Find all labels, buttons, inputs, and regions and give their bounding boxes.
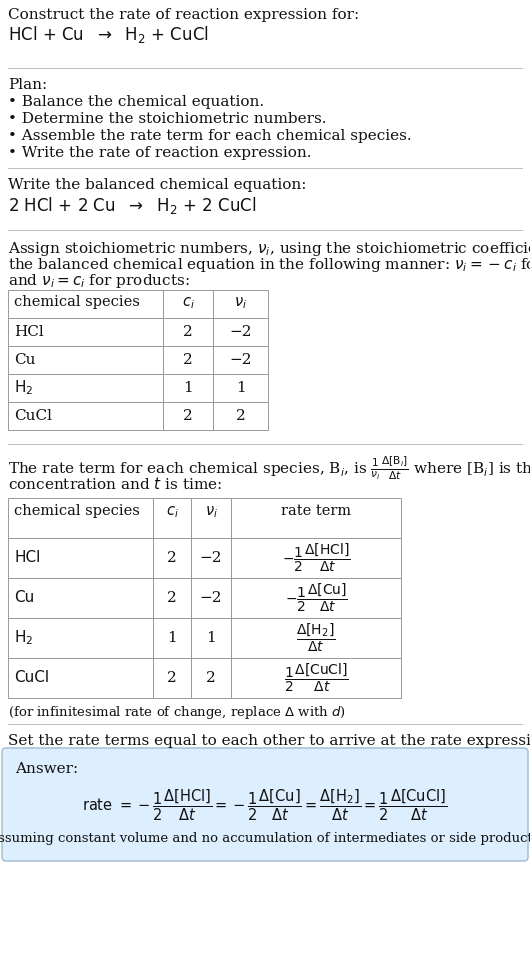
Bar <box>8 290 163 318</box>
Bar <box>8 402 163 430</box>
Text: CuCl: CuCl <box>14 671 49 685</box>
Bar <box>231 618 401 658</box>
Text: The rate term for each chemical species, B$_i$, is $\frac{1}{\nu_i}\frac{\Delta[: The rate term for each chemical species,… <box>8 454 530 482</box>
Bar <box>231 498 401 538</box>
Bar <box>191 618 231 658</box>
Text: $c_i$: $c_i$ <box>182 295 195 311</box>
Text: (assuming constant volume and no accumulation of intermediates or side products): (assuming constant volume and no accumul… <box>0 832 530 845</box>
Text: 1: 1 <box>183 381 193 395</box>
Text: HCl: HCl <box>14 550 40 566</box>
Text: 1: 1 <box>206 631 216 645</box>
Bar <box>213 318 268 346</box>
Text: the balanced chemical equation in the following manner: $\nu_i = -c_i$ for react: the balanced chemical equation in the fo… <box>8 256 530 274</box>
Bar <box>163 346 213 374</box>
Bar <box>153 658 191 698</box>
Bar <box>163 374 213 402</box>
Text: CuCl: CuCl <box>14 409 52 423</box>
Text: 2: 2 <box>167 551 177 565</box>
Text: • Determine the stoichiometric numbers.: • Determine the stoichiometric numbers. <box>8 112 326 126</box>
Text: Write the balanced chemical equation:: Write the balanced chemical equation: <box>8 178 306 192</box>
Text: HCl + Cu  $\rightarrow$  H$_2$ + CuCl: HCl + Cu $\rightarrow$ H$_2$ + CuCl <box>8 24 209 45</box>
Bar <box>213 346 268 374</box>
Text: −2: −2 <box>200 591 222 605</box>
Bar <box>213 402 268 430</box>
Text: −2: −2 <box>229 353 252 367</box>
Bar <box>191 578 231 618</box>
Text: $-\dfrac{1}{2}\dfrac{\Delta[\mathrm{HCl}]}{\Delta t}$: $-\dfrac{1}{2}\dfrac{\Delta[\mathrm{HCl}… <box>282 541 350 574</box>
Bar <box>8 618 153 658</box>
Text: 2: 2 <box>183 325 193 339</box>
Text: Construct the rate of reaction expression for:: Construct the rate of reaction expressio… <box>8 8 359 22</box>
Bar <box>153 498 191 538</box>
Text: Cu: Cu <box>14 591 34 606</box>
Text: • Balance the chemical equation.: • Balance the chemical equation. <box>8 95 264 109</box>
Text: • Write the rate of reaction expression.: • Write the rate of reaction expression. <box>8 146 312 160</box>
Text: $\nu_i$: $\nu_i$ <box>205 504 217 520</box>
Text: • Assemble the rate term for each chemical species.: • Assemble the rate term for each chemic… <box>8 129 412 143</box>
Text: 2: 2 <box>167 671 177 685</box>
Text: −2: −2 <box>229 325 252 339</box>
Text: HCl: HCl <box>14 325 44 339</box>
Bar <box>231 578 401 618</box>
Bar <box>8 658 153 698</box>
Text: 2 HCl + 2 Cu  $\rightarrow$  H$_2$ + 2 CuCl: 2 HCl + 2 Cu $\rightarrow$ H$_2$ + 2 CuC… <box>8 195 257 216</box>
Bar <box>163 402 213 430</box>
Bar <box>191 658 231 698</box>
FancyBboxPatch shape <box>2 748 528 861</box>
Text: $c_i$: $c_i$ <box>165 504 179 520</box>
Text: 1: 1 <box>167 631 177 645</box>
Bar <box>8 318 163 346</box>
Text: (for infinitesimal rate of change, replace $\Delta$ with $d$): (for infinitesimal rate of change, repla… <box>8 704 346 721</box>
Text: Set the rate terms equal to each other to arrive at the rate expression:: Set the rate terms equal to each other t… <box>8 734 530 748</box>
Bar <box>8 498 153 538</box>
Text: chemical species: chemical species <box>14 504 140 518</box>
Text: rate $= -\dfrac{1}{2}\dfrac{\Delta[\mathrm{HCl}]}{\Delta t} = -\dfrac{1}{2}\dfra: rate $= -\dfrac{1}{2}\dfrac{\Delta[\math… <box>82 787 448 822</box>
Text: and $\nu_i = c_i$ for products:: and $\nu_i = c_i$ for products: <box>8 272 190 290</box>
Text: Assign stoichiometric numbers, $\nu_i$, using the stoichiometric coefficients, $: Assign stoichiometric numbers, $\nu_i$, … <box>8 240 530 258</box>
Text: concentration and $t$ is time:: concentration and $t$ is time: <box>8 476 222 492</box>
Bar <box>231 658 401 698</box>
Text: 2: 2 <box>206 671 216 685</box>
Text: H$_2$: H$_2$ <box>14 629 33 647</box>
Text: 2: 2 <box>183 409 193 423</box>
Bar <box>153 538 191 578</box>
Text: −2: −2 <box>200 551 222 565</box>
Bar <box>163 318 213 346</box>
Text: $\dfrac{1}{2}\dfrac{\Delta[\mathrm{CuCl}]}{\Delta t}$: $\dfrac{1}{2}\dfrac{\Delta[\mathrm{CuCl}… <box>284 662 348 694</box>
Text: 2: 2 <box>236 409 245 423</box>
Bar <box>8 538 153 578</box>
Bar <box>8 346 163 374</box>
Bar <box>213 374 268 402</box>
Bar <box>191 498 231 538</box>
Bar <box>153 618 191 658</box>
Bar <box>153 578 191 618</box>
Bar <box>163 290 213 318</box>
Text: $-\dfrac{1}{2}\dfrac{\Delta[\mathrm{Cu}]}{\Delta t}$: $-\dfrac{1}{2}\dfrac{\Delta[\mathrm{Cu}]… <box>285 582 348 614</box>
Bar <box>213 290 268 318</box>
Text: $\dfrac{\Delta[\mathrm{H_2}]}{\Delta t}$: $\dfrac{\Delta[\mathrm{H_2}]}{\Delta t}$ <box>296 622 335 654</box>
Text: chemical species: chemical species <box>14 295 140 309</box>
Text: Answer:: Answer: <box>15 762 78 776</box>
Text: Cu: Cu <box>14 353 36 367</box>
Text: rate term: rate term <box>281 504 351 518</box>
Bar <box>191 538 231 578</box>
Text: $\nu_i$: $\nu_i$ <box>234 295 247 311</box>
Bar <box>8 374 163 402</box>
Text: 2: 2 <box>183 353 193 367</box>
Text: 2: 2 <box>167 591 177 605</box>
Bar <box>8 578 153 618</box>
Text: 1: 1 <box>236 381 245 395</box>
Text: Plan:: Plan: <box>8 78 47 92</box>
Text: H$_2$: H$_2$ <box>14 379 33 398</box>
Bar <box>231 538 401 578</box>
